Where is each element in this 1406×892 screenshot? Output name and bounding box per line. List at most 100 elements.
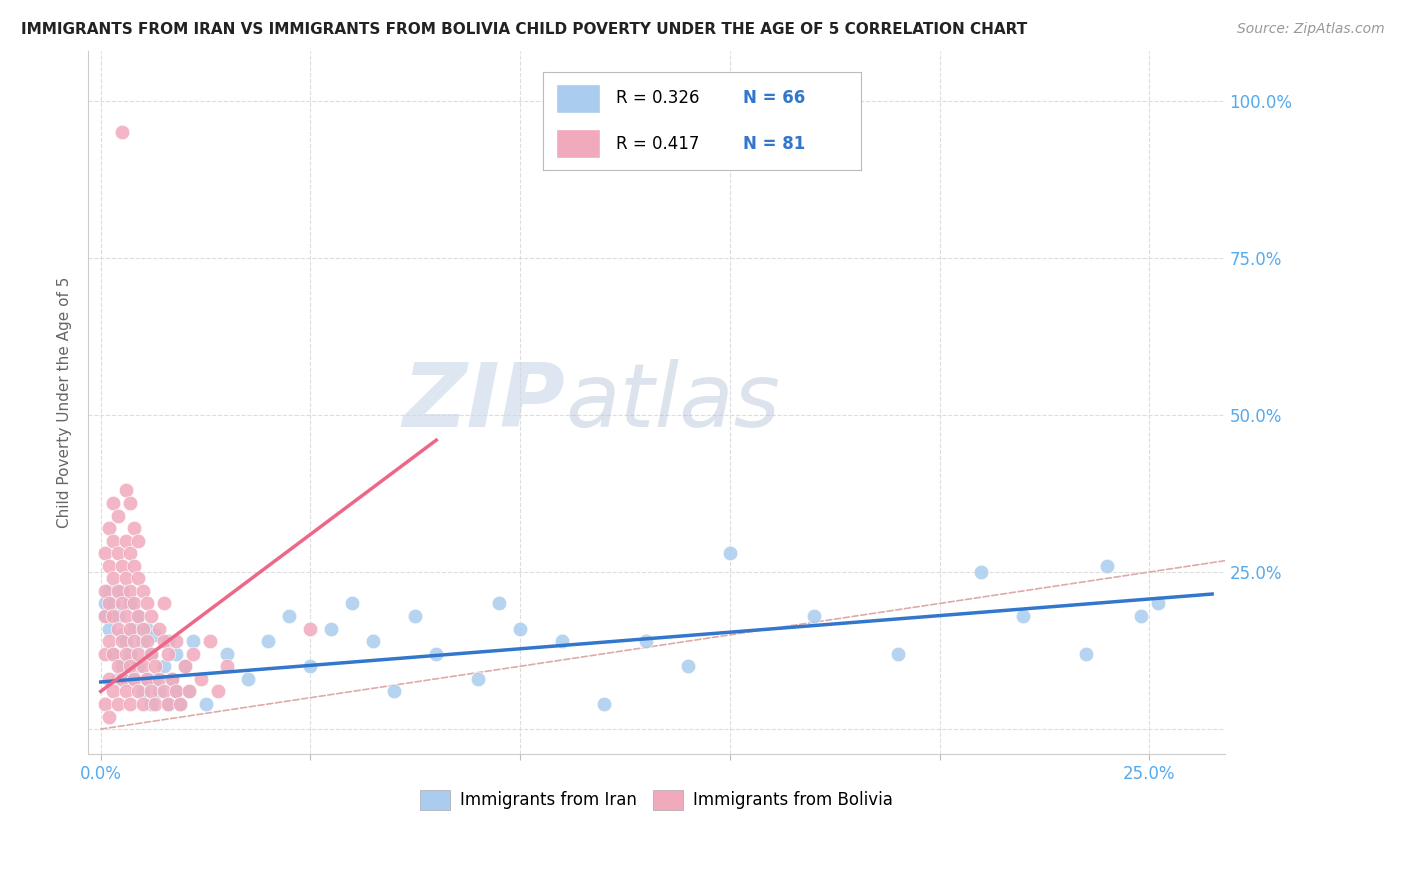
Point [94, 583, 117, 598]
Point [363, 634, 385, 648]
Point [299, 659, 322, 673]
Point [94, 647, 117, 661]
Point [107, 583, 129, 598]
Point [120, 647, 142, 661]
Point [103, 533, 125, 548]
Point [139, 609, 162, 624]
Point [139, 647, 162, 661]
Point [120, 496, 142, 510]
Point [634, 634, 657, 648]
Point [173, 659, 195, 673]
Point [115, 483, 138, 498]
Point [278, 609, 301, 624]
Point [152, 597, 174, 611]
Point [156, 697, 179, 711]
Point [103, 496, 125, 510]
Point [139, 697, 162, 711]
Point [127, 533, 149, 548]
Point [1146, 597, 1168, 611]
Point [160, 672, 183, 686]
Point [425, 647, 447, 661]
Point [111, 672, 134, 686]
Point [1097, 558, 1119, 573]
Point [94, 609, 117, 624]
Point [215, 659, 238, 673]
Point [107, 672, 129, 686]
Point [127, 609, 149, 624]
Point [342, 597, 364, 611]
Point [127, 647, 149, 661]
Point [124, 521, 146, 535]
Y-axis label: Child Poverty Under the Age of 5: Child Poverty Under the Age of 5 [58, 277, 72, 528]
Point [509, 622, 531, 636]
Text: IMMIGRANTS FROM IRAN VS IMMIGRANTS FROM BOLIVIA CHILD POVERTY UNDER THE AGE OF 5: IMMIGRANTS FROM IRAN VS IMMIGRANTS FROM … [21, 22, 1028, 37]
Point [382, 684, 405, 698]
Point [467, 672, 489, 686]
Point [143, 672, 166, 686]
Point [127, 659, 149, 673]
Point [107, 508, 129, 523]
Point [127, 609, 149, 624]
Point [98, 672, 121, 686]
Point [1129, 609, 1152, 624]
Point [169, 697, 191, 711]
Point [127, 571, 149, 585]
Point [148, 684, 170, 698]
Point [120, 546, 142, 560]
Point [299, 622, 322, 636]
Point [160, 672, 183, 686]
Point [111, 558, 134, 573]
Text: ZIP: ZIP [402, 359, 565, 446]
Point [103, 597, 125, 611]
Point [94, 609, 117, 624]
Point [98, 597, 121, 611]
Point [131, 622, 153, 636]
Point [676, 659, 699, 673]
Point [131, 697, 153, 711]
Point [139, 647, 162, 661]
Point [94, 597, 117, 611]
Point [321, 622, 343, 636]
Point [177, 684, 200, 698]
Point [103, 647, 125, 661]
Point [169, 697, 191, 711]
Point [135, 672, 157, 686]
Point [152, 634, 174, 648]
Point [103, 609, 125, 624]
Point [115, 634, 138, 648]
Point [120, 622, 142, 636]
Point [970, 565, 993, 579]
Point [94, 697, 117, 711]
Point [152, 684, 174, 698]
Point [111, 659, 134, 673]
Point [156, 697, 179, 711]
Point [488, 597, 510, 611]
Point [124, 558, 146, 573]
Point [190, 672, 212, 686]
Text: atlas: atlas [565, 359, 780, 445]
Point [156, 634, 179, 648]
Point [127, 684, 149, 698]
Point [107, 697, 129, 711]
Point [143, 628, 166, 642]
Point [111, 628, 134, 642]
Legend: Immigrants from Iran, Immigrants from Bolivia: Immigrants from Iran, Immigrants from Bo… [413, 784, 900, 816]
Point [156, 647, 179, 661]
Point [143, 697, 166, 711]
Point [165, 634, 187, 648]
Point [98, 622, 121, 636]
Point [115, 571, 138, 585]
Text: Source: ZipAtlas.com: Source: ZipAtlas.com [1237, 22, 1385, 37]
Point [98, 558, 121, 573]
Point [98, 634, 121, 648]
Point [124, 672, 146, 686]
Point [165, 684, 187, 698]
Point [103, 684, 125, 698]
Point [207, 684, 229, 698]
Point [194, 697, 217, 711]
Point [111, 583, 134, 598]
Point [124, 597, 146, 611]
Point [111, 597, 134, 611]
Point [103, 647, 125, 661]
Point [135, 672, 157, 686]
